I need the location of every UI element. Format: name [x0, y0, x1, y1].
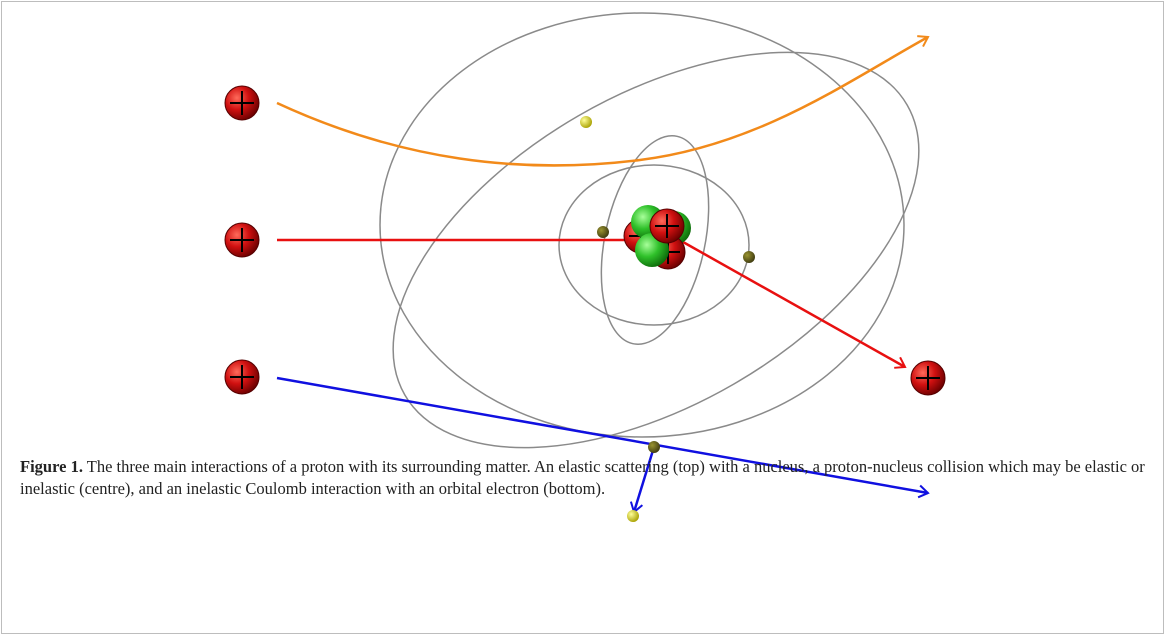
figure-caption: Figure 1. The three main interactions of… [20, 456, 1145, 500]
proton [910, 360, 946, 396]
elastic-trajectory [276, 35, 930, 167]
electron [580, 116, 592, 128]
electron [743, 251, 755, 263]
electron [648, 441, 660, 453]
electron [627, 510, 639, 522]
scattered-trajectory [682, 240, 907, 369]
orbit [558, 164, 750, 326]
orbit [379, 12, 905, 438]
nucleus-proton [649, 208, 685, 244]
nucleus [623, 205, 691, 270]
electron-ejection [629, 446, 656, 514]
proton [224, 85, 260, 121]
caption-text: The three main interactions of a proton … [20, 457, 1145, 498]
electron [597, 226, 609, 238]
orbit [392, 51, 920, 449]
proton [224, 222, 260, 258]
coulomb-trajectory [276, 376, 930, 499]
proton [224, 359, 260, 395]
figure-label: Figure 1. [20, 457, 83, 476]
